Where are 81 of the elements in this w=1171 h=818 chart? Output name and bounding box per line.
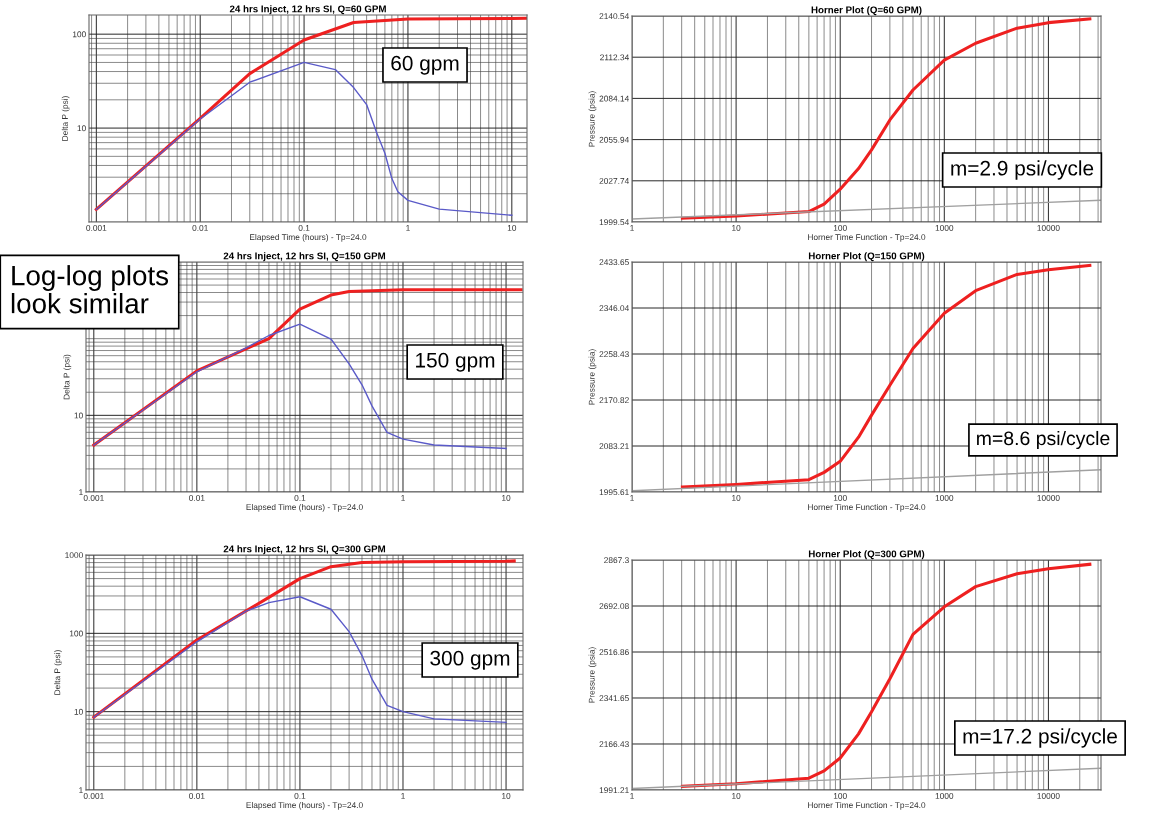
y-tick-label: 1999.54 <box>599 219 629 226</box>
x-tick-label: 1 <box>401 793 405 799</box>
x-tick-label: 100 <box>833 225 847 231</box>
y-tick-label: 1 <box>79 489 83 496</box>
x-axis-title: Elapsed Time (hours) - Tp=24.0 <box>246 503 363 512</box>
y-tick-label: 2867.3 <box>604 557 629 564</box>
y-axis-title: Pressure (psia) <box>588 349 597 405</box>
x-tick-label: 10 <box>507 225 517 231</box>
y-tick-label: 10 <box>74 708 83 715</box>
y-tick-label: 2140.54 <box>599 13 629 20</box>
x-tick-label: 1000 <box>935 495 954 501</box>
y-tick-label: 2433.65 <box>599 259 629 266</box>
annotation: m=17.2 psi/cycle <box>963 728 1117 748</box>
y-tick-label: 2170.82 <box>599 397 629 404</box>
x-tick-label: 10 <box>732 793 741 799</box>
y-tick-label: 10 <box>77 125 86 132</box>
annotation: 60 gpm <box>391 55 459 75</box>
chart-title: Horner Plot (Q=300 GPM) <box>808 550 925 560</box>
y-tick-label: 2112.34 <box>600 54 629 61</box>
y-tick-label: 1991.21 <box>599 787 629 794</box>
chart-title: Horner Plot (Q=60 GPM) <box>811 6 922 16</box>
annotation: 300 gpm <box>430 650 510 670</box>
y-axis-title: Delta P (psi) <box>61 96 70 141</box>
x-tick-label: 0.01 <box>189 793 205 799</box>
x-tick-label: 1 <box>630 225 634 231</box>
x-tick-label: 0.01 <box>192 225 208 231</box>
x-tick-label: 1 <box>401 495 405 501</box>
x-tick-label: 10000 <box>1037 225 1060 231</box>
x-axis-title: Elapsed Time (hours) - Tp=24.0 <box>246 801 363 810</box>
y-tick-label: 2258.43 <box>599 351 629 358</box>
x-tick-label: 0.1 <box>294 793 306 799</box>
x-tick-label: 0.01 <box>189 495 205 501</box>
y-tick-label: 2166.43 <box>599 741 629 748</box>
annotation: m=2.9 psi/cycle <box>951 160 1094 180</box>
x-tick-label: 10000 <box>1037 793 1060 799</box>
x-tick-label: 1 <box>630 793 634 799</box>
annotation: 150 gpm <box>416 352 495 372</box>
chart-title: 24 hrs Inject, 12 hrs SI, Q=150 GPM <box>223 252 386 262</box>
chart-title: 24 hrs Inject, 12 hrs SI, Q=300 GPM <box>223 545 386 555</box>
y-tick-label: 2083.21 <box>599 443 629 450</box>
x-axis-title: Horner Time Function - Tp=24.0 <box>808 233 926 242</box>
x-tick-label: 0.1 <box>298 225 310 231</box>
y-axis-title: Pressure (psia) <box>588 647 597 703</box>
y-tick-label: 2692.08 <box>599 603 629 610</box>
y-tick-label: 2346.04 <box>599 305 629 312</box>
x-axis-title: Horner Time Function - Tp=24.0 <box>808 503 926 512</box>
chart-title: Horner Plot (Q=150 GPM) <box>808 252 925 262</box>
chart-title: 24 hrs Inject, 12 hrs SI, Q=60 GPM <box>229 5 386 15</box>
x-tick-label: 100 <box>833 793 847 799</box>
x-tick-label: 0.001 <box>83 495 104 501</box>
y-tick-label: 2027.74 <box>599 178 629 184</box>
y-tick-label: 1000 <box>65 552 83 559</box>
x-tick-label: 0.001 <box>83 793 104 799</box>
x-axis-title: Horner Time Function - Tp=24.0 <box>808 801 926 810</box>
y-axis-title: Delta P (psi) <box>54 650 62 695</box>
y-tick-label: 10 <box>74 412 83 419</box>
annotation: m=8.6 psi/cycle <box>977 430 1110 450</box>
y-tick-label: 1 <box>79 787 83 794</box>
x-tick-label: 1000 <box>935 225 954 231</box>
x-axis-title: Elapsed Time (hours) - Tp=24.0 <box>250 233 367 242</box>
x-tick-label: 10000 <box>1037 495 1060 501</box>
x-tick-label: 1 <box>406 225 410 231</box>
x-tick-label: 10 <box>502 495 511 501</box>
x-tick-label: 100 <box>833 495 847 501</box>
y-tick-label: 2516.86 <box>599 649 629 656</box>
x-tick-label: 10 <box>732 495 741 501</box>
y-axis-title: Pressure (psia) <box>588 91 597 147</box>
x-tick-label: 1000 <box>935 793 954 799</box>
x-tick-label: 0.001 <box>86 225 107 231</box>
y-tick-label: 2341.65 <box>599 695 629 702</box>
y-axis-title: Delta P (psi) <box>63 354 72 400</box>
y-tick-label: 1995.61 <box>599 489 629 496</box>
x-tick-label: 0.1 <box>294 495 306 501</box>
x-tick-label: 10 <box>732 225 741 231</box>
y-tick-label: 100 <box>72 31 86 38</box>
y-tick-label: 100 <box>69 630 83 637</box>
y-tick-label: 2084.14 <box>599 95 629 102</box>
annotation: Log-log plots look similar <box>11 265 169 314</box>
x-tick-label: 10 <box>502 793 511 799</box>
x-tick-label: 1 <box>630 495 634 501</box>
y-tick-label: 2055.94 <box>599 136 629 143</box>
